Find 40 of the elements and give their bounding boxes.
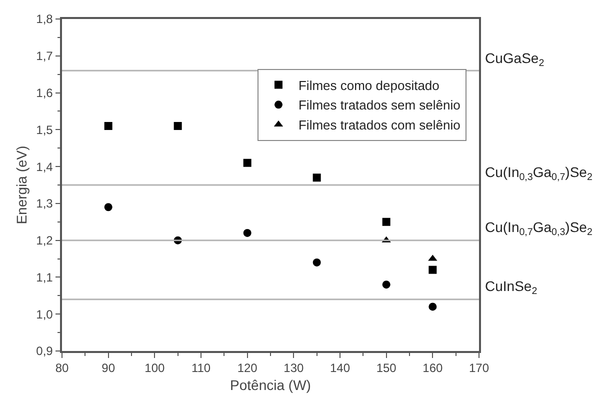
point [174,122,182,130]
ref-line-label: Cu(In$_{0,3}$Ga$_{0,7}$)Se$_{2}$ [485,164,592,183]
point [243,228,252,237]
x-tick-label: 90 [102,361,116,376]
point [312,174,321,182]
legend-label: Filmes tratados sem selênio [298,98,460,113]
y-tick-label: 1,7 [36,49,54,64]
y-tick-label: 1,8 [36,12,54,26]
y-tick-label: 1,0 [36,307,54,322]
y-tick-label: 1,5 [36,122,54,137]
x-axis-title: Potência (W) [230,376,311,393]
ref-line-label: CuInSe$_{2}$ [485,278,538,297]
x-tick-label: 170 [468,361,490,376]
legend-label: Filmes tratados com selênio [298,118,460,133]
y-axis-title: Energia (eV) [13,146,30,224]
x-tick-label: 130 [284,361,304,376]
x-tick-label: 80 [55,361,69,376]
point [104,122,112,130]
y-tick-label: 0,9 [36,344,54,358]
ref-line-label: Cu(In$_{0,7}$Ga$_{0,3}$)Se$_{2}$ [485,219,592,238]
ref-line-label: CuGaSe$_{2}$ [485,50,544,69]
x-tick-label: 140 [330,361,350,376]
legend-label: Filmes como depositado [298,78,440,93]
x-tick-label: 160 [422,361,443,376]
y-tick-label: 1,4 [36,160,54,174]
x-tick-label: 120 [237,361,258,376]
y-tick-label: 1,3 [36,196,54,211]
point [382,280,390,289]
point [382,218,390,226]
y-tick-label: 1,1 [36,270,54,284]
x-tick-label: 110 [191,361,211,376]
x-tick-label: 100 [144,361,165,376]
point [243,158,252,167]
point [428,266,437,274]
point [312,258,321,266]
y-tick-label: 1,6 [36,86,54,100]
point [104,203,112,212]
y-tick-label: 1,2 [36,234,54,248]
point [428,302,437,311]
x-tick-label: 150 [376,361,397,376]
